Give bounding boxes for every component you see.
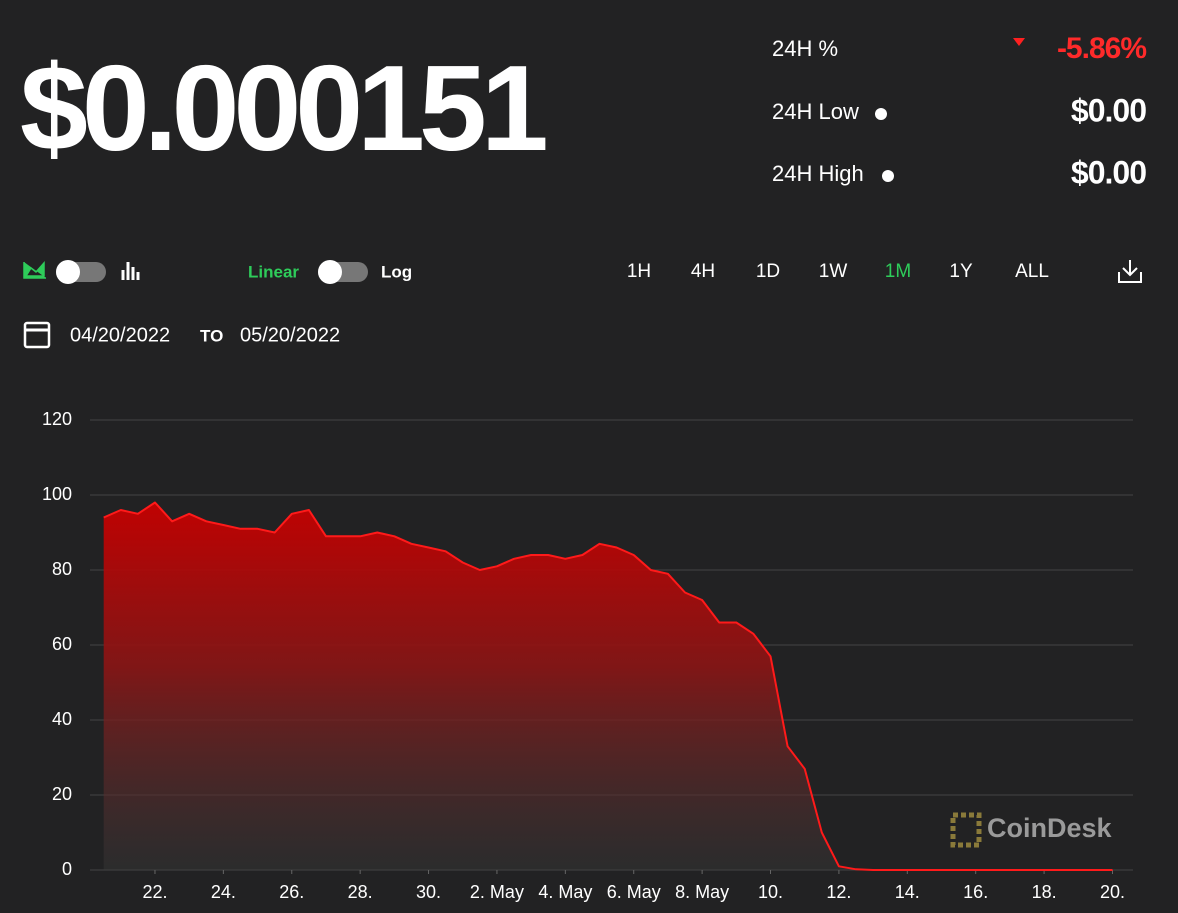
calendar-icon[interactable] xyxy=(23,321,51,349)
toggle-knob xyxy=(56,260,80,284)
stat-value: $0.00 xyxy=(1071,92,1146,128)
range-button[interactable]: 4H xyxy=(691,261,715,282)
range-button[interactable]: 1W xyxy=(819,261,848,282)
date-to-label: TO xyxy=(200,326,223,345)
x-tick-label: 24. xyxy=(211,882,236,902)
stat-label: 24H % xyxy=(772,36,838,61)
chart-type-toggle[interactable] xyxy=(23,260,140,284)
x-tick-label: 14. xyxy=(895,882,920,902)
x-tick-label: 28. xyxy=(348,882,373,902)
range-buttons: 1H 4H 1D 1W 1M 1Y ALL xyxy=(627,261,1049,282)
watermark: CoinDesk xyxy=(950,812,1113,848)
bar-icon xyxy=(121,262,140,280)
download-icon[interactable] xyxy=(1118,260,1142,283)
date-from[interactable]: 04/20/2022 xyxy=(70,324,170,346)
y-tick-label: 80 xyxy=(52,559,72,579)
x-tick-label: 4. May xyxy=(538,882,592,902)
y-tick-label: 120 xyxy=(42,409,72,429)
area-icon xyxy=(23,261,46,279)
date-to[interactable]: 05/20/2022 xyxy=(240,324,340,346)
y-tick-label: 20 xyxy=(52,784,72,804)
x-tick-label: 16. xyxy=(963,882,988,902)
x-tick-label: 26. xyxy=(279,882,304,902)
stat-value: -5.86% xyxy=(1057,32,1146,65)
price: $0.000151 xyxy=(20,40,546,176)
y-tick-label: 60 xyxy=(52,634,72,654)
y-tick-label: 0 xyxy=(62,859,72,879)
info-icon[interactable] xyxy=(882,170,894,182)
linear-label[interactable]: Linear xyxy=(248,262,299,281)
x-tick-label: 12. xyxy=(826,882,851,902)
range-button[interactable]: 1D xyxy=(756,261,780,282)
price-line xyxy=(103,501,1113,871)
x-tick-label: 18. xyxy=(1032,882,1057,902)
area-fill xyxy=(103,502,1113,870)
range-button[interactable]: 1H xyxy=(627,261,651,282)
x-tick-label: 2. May xyxy=(470,882,524,902)
x-tick-label: 30. xyxy=(416,882,441,902)
x-tick-label: 8. May xyxy=(675,882,729,902)
range-button[interactable]: 1M xyxy=(885,261,911,282)
stat-label: 24H Low xyxy=(772,99,859,124)
stat-value: $0.00 xyxy=(1071,154,1146,190)
stat-label: 24H High xyxy=(772,161,864,186)
x-tick-label: 10. xyxy=(758,882,783,902)
chart: 0 20 40 60 80 100 120 22. 24. 26. 28. 30. 2. May 4. M… xyxy=(42,409,1133,902)
x-tick-label: 6. May xyxy=(607,882,661,902)
y-tick-label: 40 xyxy=(52,709,72,729)
range-button[interactable]: ALL xyxy=(1015,261,1049,282)
x-tick-label: 20. xyxy=(1100,882,1125,902)
down-arrow xyxy=(1013,38,1025,46)
x-tick-label: 22. xyxy=(142,882,167,902)
info-icon[interactable] xyxy=(875,108,887,120)
range-button[interactable]: 1Y xyxy=(949,261,973,282)
log-label[interactable]: Log xyxy=(381,262,412,281)
toggle-knob xyxy=(318,260,342,284)
y-tick-label: 100 xyxy=(42,484,72,504)
watermark-text: CoinDesk xyxy=(987,813,1113,843)
watermark-logo xyxy=(950,812,982,848)
